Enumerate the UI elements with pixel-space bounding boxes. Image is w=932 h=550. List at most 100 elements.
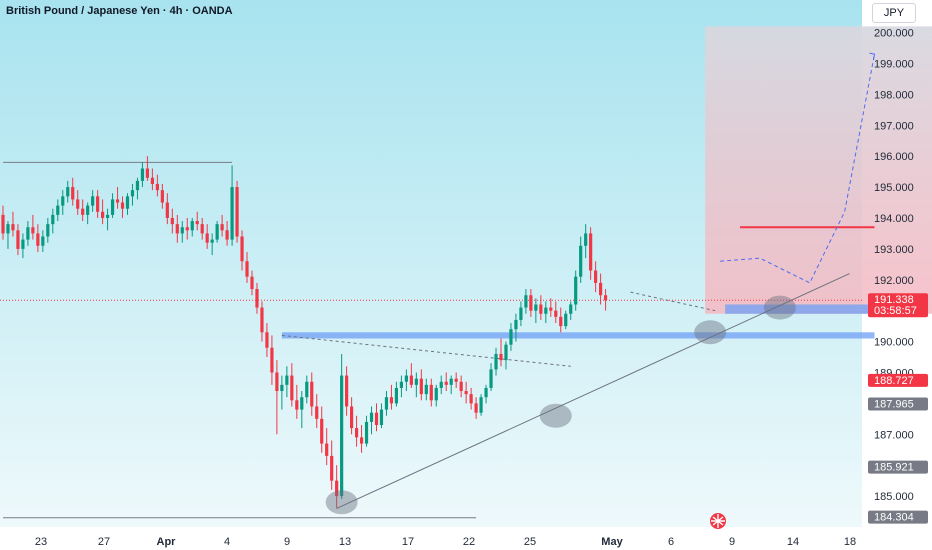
candle[interactable]	[190, 217, 194, 237]
candle[interactable]	[26, 221, 30, 246]
candle[interactable]	[145, 156, 150, 181]
candle[interactable]	[449, 375, 453, 395]
candle[interactable]	[31, 214, 35, 240]
candle[interactable]	[165, 193, 169, 225]
candle[interactable]	[559, 307, 563, 333]
candle[interactable]	[464, 381, 468, 404]
candle[interactable]	[16, 224, 20, 256]
candle[interactable]	[439, 375, 443, 395]
candle[interactable]	[564, 310, 568, 330]
candle[interactable]	[594, 261, 598, 293]
candle[interactable]	[140, 162, 145, 188]
candle[interactable]	[135, 177, 140, 200]
candle[interactable]	[275, 360, 279, 435]
candle[interactable]	[429, 378, 433, 407]
candle[interactable]	[110, 193, 115, 218]
candle[interactable]	[320, 406, 324, 453]
candle[interactable]	[125, 193, 130, 215]
candle[interactable]	[180, 221, 184, 243]
candle[interactable]	[305, 375, 309, 404]
candle[interactable]	[484, 384, 488, 404]
candle[interactable]	[215, 221, 219, 243]
candle[interactable]	[61, 190, 65, 215]
candle[interactable]	[350, 397, 354, 435]
candle[interactable]	[265, 323, 269, 358]
candle[interactable]	[155, 174, 159, 197]
candle[interactable]	[235, 180, 239, 243]
candle[interactable]	[399, 375, 403, 398]
candle[interactable]	[419, 369, 423, 401]
candle[interactable]	[554, 301, 558, 324]
candle[interactable]	[499, 338, 503, 367]
candle[interactable]	[569, 301, 573, 320]
candle[interactable]	[459, 375, 463, 398]
candle[interactable]	[115, 187, 120, 209]
candle[interactable]	[250, 270, 254, 296]
candle[interactable]	[325, 428, 329, 466]
candle[interactable]	[504, 341, 508, 370]
candle[interactable]	[414, 372, 418, 398]
candle[interactable]	[340, 353, 344, 500]
candle[interactable]	[549, 298, 553, 317]
candle[interactable]	[479, 394, 483, 416]
candle[interactable]	[364, 415, 369, 447]
candle[interactable]	[295, 384, 299, 419]
candle[interactable]	[444, 372, 448, 392]
candle[interactable]	[345, 366, 349, 416]
candle[interactable]	[374, 403, 379, 432]
candle[interactable]	[36, 224, 40, 252]
candle[interactable]	[474, 397, 478, 419]
candle[interactable]	[389, 384, 394, 410]
candle[interactable]	[150, 168, 154, 191]
candle[interactable]	[599, 273, 603, 305]
candle[interactable]	[1, 205, 5, 240]
candle[interactable]	[86, 202, 90, 225]
candle[interactable]	[101, 199, 105, 225]
candle[interactable]	[76, 190, 80, 215]
globe-icon[interactable]	[710, 513, 726, 529]
candle[interactable]	[529, 289, 533, 317]
candle[interactable]	[130, 183, 135, 206]
candle[interactable]	[354, 415, 359, 447]
candle[interactable]	[205, 224, 209, 249]
candle[interactable]	[230, 165, 234, 246]
candle[interactable]	[220, 214, 224, 237]
candle[interactable]	[225, 221, 229, 246]
candle[interactable]	[514, 313, 518, 342]
candle[interactable]	[534, 298, 538, 324]
candle[interactable]	[379, 403, 384, 429]
candle[interactable]	[175, 214, 179, 243]
candle[interactable]	[170, 208, 174, 234]
candle[interactable]	[270, 335, 274, 385]
candle[interactable]	[46, 217, 50, 243]
candle[interactable]	[454, 372, 458, 388]
candle[interactable]	[195, 211, 199, 231]
candle[interactable]	[330, 440, 334, 490]
candle[interactable]	[91, 190, 95, 212]
candle[interactable]	[96, 190, 100, 218]
candle[interactable]	[21, 233, 25, 259]
candle[interactable]	[603, 289, 608, 311]
candle[interactable]	[300, 391, 304, 429]
candle[interactable]	[539, 295, 543, 320]
candle[interactable]	[509, 323, 513, 351]
candle[interactable]	[245, 251, 249, 283]
candle[interactable]	[469, 387, 473, 410]
candle[interactable]	[71, 177, 75, 206]
candle[interactable]	[120, 196, 125, 218]
candle[interactable]	[290, 363, 294, 407]
candle[interactable]	[315, 394, 319, 429]
candle[interactable]	[240, 230, 244, 271]
candle[interactable]	[574, 270, 578, 311]
currency-button[interactable]: JPY	[872, 3, 916, 23]
candle[interactable]	[105, 208, 110, 231]
candle[interactable]	[56, 199, 60, 222]
candle[interactable]	[160, 183, 164, 209]
candle[interactable]	[384, 391, 389, 416]
candle[interactable]	[579, 236, 583, 283]
candle[interactable]	[544, 301, 548, 324]
candle[interactable]	[185, 217, 189, 240]
candle[interactable]	[6, 221, 10, 249]
candle[interactable]	[310, 372, 314, 416]
candle[interactable]	[424, 378, 428, 401]
